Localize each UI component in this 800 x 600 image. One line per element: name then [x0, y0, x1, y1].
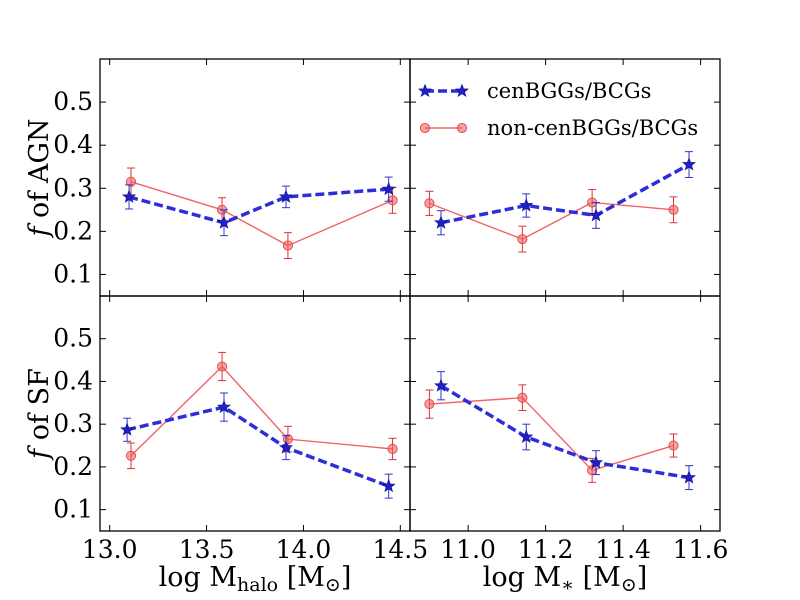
series-line: [128, 187, 389, 225]
series-cenbggs-bcgs: [434, 151, 696, 236]
x-tick-label: 11.2: [518, 535, 574, 564]
y-axis-label-text: of AGN: [24, 118, 55, 226]
series-cenbggs-bcgs: [120, 392, 396, 499]
data-point-circle: [424, 399, 435, 410]
x-tick-label: 14.0: [276, 535, 332, 564]
data-point-star: [434, 378, 448, 392]
x-tick-label: 13.5: [179, 535, 235, 564]
y-tick-label: 0.5: [53, 87, 93, 116]
data-point-star: [381, 478, 396, 493]
legend-entry-non-cenbggs-bcgs: non-cenBGGs/BCGs: [419, 116, 698, 140]
series-line: [126, 405, 390, 488]
x-axis-label-text: ]: [341, 562, 352, 593]
legend-entry-cenbggs-bcgs: cenBGGs/BCGs: [418, 79, 651, 103]
x-axis-label-sub: ∗: [561, 574, 574, 596]
data-point-star: [519, 429, 534, 443]
panel-r1-c1: [409, 295, 721, 532]
data-point-star: [120, 422, 135, 436]
series-non-cenbggs-bcgs: [424, 384, 679, 483]
legend-label: non-cenBGGs/BCGs: [487, 116, 698, 140]
data-point-circle: [517, 234, 528, 245]
data-point-star: [519, 198, 534, 212]
data-point-circle: [424, 198, 435, 209]
panels-layer: [99, 58, 721, 532]
data-point-star: [279, 440, 293, 454]
y-axis-label: f of AGN: [24, 118, 55, 238]
series-cenbggs-bcgs: [122, 176, 396, 237]
x-axis-label: log M∗ [M⊙]: [483, 562, 648, 596]
data-point-circle: [125, 176, 137, 187]
data-point-star: [434, 215, 448, 229]
data-point-circle: [217, 361, 228, 372]
data-point-circle: [387, 443, 398, 455]
data-point-star: [217, 215, 231, 229]
data-point-star: [279, 189, 293, 203]
x-tick-label: 14.5: [372, 535, 428, 564]
data-point-star: [217, 399, 231, 414]
x-axis-label-sub: halo: [237, 574, 278, 596]
x-axis-label: log Mhalo [M⊙]: [159, 562, 352, 596]
x-axis-label-sub: ⊙: [621, 574, 637, 596]
series-line: [440, 384, 690, 480]
series-non-cenbggs-bcgs: [424, 189, 679, 253]
series-non-cenbggs-bcgs: [125, 167, 398, 260]
panel-r0-c1: [409, 58, 721, 297]
x-axis-label-text: ]: [637, 562, 648, 593]
series-line: [440, 163, 690, 225]
legend-marker-star: [418, 83, 432, 97]
axis-labels-layer: 0.10.20.30.40.5f of AGN0.10.20.30.40.5f …: [24, 87, 728, 596]
series-non-cenbggs-bcgs: [125, 351, 398, 470]
y-axis-label: f of SF: [24, 368, 55, 461]
x-axis-label-text: [M: [278, 562, 325, 593]
x-tick-label: 13.0: [82, 535, 138, 564]
data-point-star: [381, 181, 396, 196]
y-tick-label: 0.2: [53, 452, 93, 481]
data-point-circle: [125, 450, 137, 461]
x-tick-label: 11.0: [440, 535, 496, 564]
x-axis-label-text: log M: [483, 562, 561, 593]
x-axis-label-text: [M: [574, 562, 621, 593]
data-point-star: [682, 470, 696, 484]
y-tick-label: 0.1: [53, 259, 93, 288]
data-point-circle: [517, 392, 528, 403]
legend: cenBGGs/BCGs non-cenBGGs/BCGs: [418, 79, 698, 140]
y-tick-label: 0.4: [53, 130, 93, 159]
x-axis-label-sub: ⊙: [325, 574, 341, 596]
data-point-circle: [282, 240, 293, 251]
x-tick-label: 11.6: [673, 535, 729, 564]
y-axis-label-text: of SF: [24, 368, 55, 449]
x-tick-label: 11.4: [595, 535, 651, 564]
data-point-star: [122, 189, 137, 203]
data-point-circle: [668, 440, 679, 451]
data-point-circle: [668, 204, 679, 215]
x-axis-label-text: log M: [159, 562, 237, 593]
y-tick-label: 0.2: [53, 216, 93, 245]
y-tick-label: 0.3: [53, 409, 93, 438]
data-point-star: [589, 208, 603, 222]
data-point-circle: [387, 195, 398, 206]
y-tick-label: 0.5: [53, 324, 93, 353]
panel-frame: [409, 295, 721, 532]
data-point-star: [682, 157, 696, 171]
legend-marker-circle: [419, 122, 431, 134]
y-tick-label: 0.4: [53, 366, 93, 395]
series-line: [130, 365, 393, 457]
y-axis-label-italic: f: [24, 223, 55, 239]
y-tick-label: 0.3: [53, 173, 93, 202]
series-cenbggs-bcgs: [434, 371, 696, 491]
legend-marker-circle: [456, 122, 468, 134]
series-line: [429, 201, 674, 240]
panel-r1-c0: [99, 295, 411, 532]
legend-label: cenBGGs/BCGs: [487, 79, 651, 103]
y-tick-label: 0.1: [53, 495, 93, 524]
series-line: [130, 181, 393, 247]
data-point-star: [589, 455, 603, 469]
legend-marker-star: [455, 83, 469, 97]
series-line: [429, 396, 674, 472]
